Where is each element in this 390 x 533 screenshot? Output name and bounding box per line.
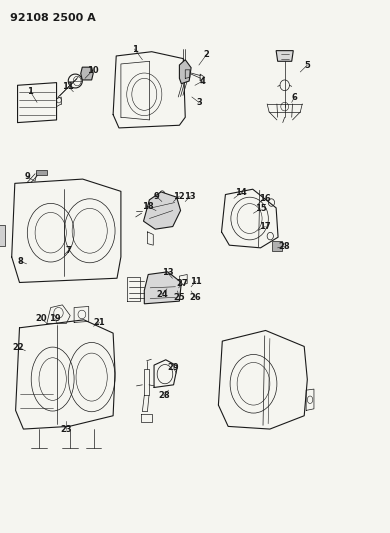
- Text: 11: 11: [62, 82, 74, 91]
- Text: 2: 2: [204, 50, 210, 59]
- Text: 16: 16: [259, 194, 271, 203]
- Text: 22: 22: [13, 343, 25, 352]
- Text: 15: 15: [255, 205, 266, 213]
- Text: 21: 21: [94, 318, 105, 327]
- Text: 14: 14: [235, 189, 247, 197]
- Text: 8: 8: [18, 257, 23, 265]
- Polygon shape: [0, 225, 5, 246]
- Text: 13: 13: [184, 192, 196, 200]
- Text: 28: 28: [158, 391, 170, 400]
- Text: 27: 27: [177, 279, 188, 288]
- Text: 1: 1: [131, 45, 138, 53]
- Text: 4: 4: [200, 77, 206, 85]
- Text: 1: 1: [27, 87, 34, 96]
- Text: 25: 25: [174, 293, 185, 302]
- Text: 24: 24: [156, 290, 168, 298]
- Text: 26: 26: [189, 293, 201, 302]
- Text: 92108 2500 A: 92108 2500 A: [10, 13, 96, 23]
- Text: 13: 13: [162, 269, 174, 277]
- Text: 9: 9: [25, 173, 30, 181]
- Text: 5: 5: [304, 61, 310, 69]
- Text: 9: 9: [153, 192, 159, 200]
- Polygon shape: [179, 60, 191, 84]
- Polygon shape: [144, 272, 181, 304]
- Text: 23: 23: [60, 425, 72, 433]
- Text: 7: 7: [66, 246, 71, 255]
- Text: 19: 19: [49, 314, 60, 323]
- Polygon shape: [276, 51, 293, 61]
- Polygon shape: [144, 192, 181, 229]
- Polygon shape: [272, 241, 282, 251]
- Text: 29: 29: [168, 364, 179, 372]
- Text: 12: 12: [174, 192, 185, 200]
- Polygon shape: [81, 67, 93, 80]
- Text: 28: 28: [278, 242, 290, 251]
- Text: 20: 20: [35, 314, 47, 323]
- Text: 18: 18: [142, 203, 154, 211]
- Text: 3: 3: [196, 98, 202, 107]
- Text: 6: 6: [291, 93, 298, 101]
- Text: 17: 17: [259, 222, 271, 231]
- Text: 11: 11: [190, 277, 202, 286]
- Text: 10: 10: [87, 66, 99, 75]
- Polygon shape: [36, 170, 47, 175]
